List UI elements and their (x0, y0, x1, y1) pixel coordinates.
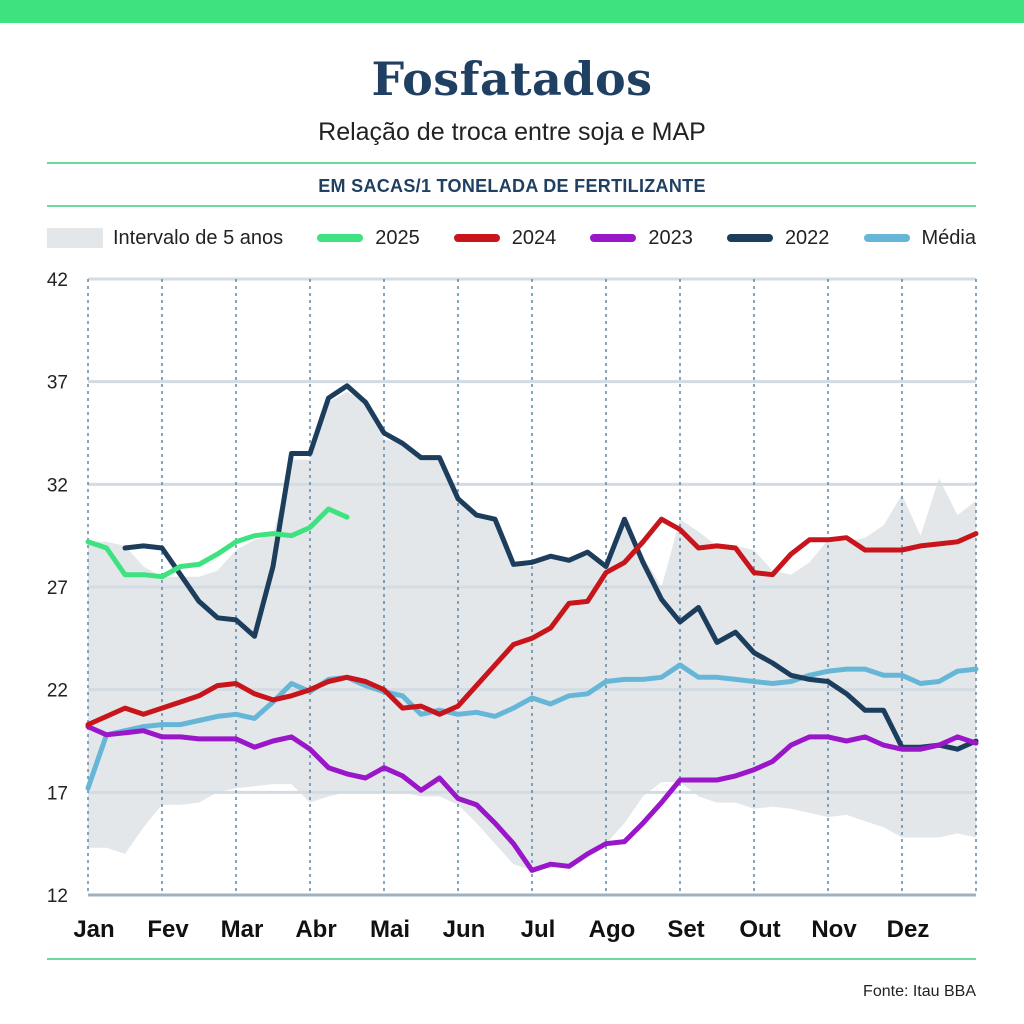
legend-swatch-2023 (590, 234, 637, 242)
x-tick-label-fev: Fev (147, 916, 189, 943)
x-tick-label-mai: Mai (370, 916, 410, 943)
y-tick-label-27: 27 (47, 578, 68, 599)
legend-item-2023: 2023 (590, 227, 693, 250)
x-tick-label-ago: Ago (589, 916, 636, 943)
x-tick-label-out: Out (739, 916, 780, 943)
legend-label-2022: 2022 (784, 226, 830, 249)
y-tick-label-17: 17 (47, 783, 68, 804)
series-line-2023 (85, 724, 979, 873)
x-tick-label-jun: Jun (443, 916, 486, 943)
x-tick-label-mar: Mar (221, 916, 264, 943)
legend-item-2024: 2024 (453, 226, 557, 250)
unit-label: EM SACAS/1 TONELADA DE FERTILIZANTE (318, 176, 706, 196)
legend-label-media: Média (921, 226, 976, 249)
legend-band-swatch (47, 228, 103, 248)
page-subtitle: Relação de troca entre soja e MAP (318, 118, 706, 146)
series-line-2024 (85, 516, 979, 728)
x-tick-label-abr: Abr (295, 916, 336, 943)
legend-label-2025: 2025 (375, 226, 420, 249)
page-title: Fosfatados (371, 52, 653, 106)
x-tick-label-set: Set (667, 916, 704, 943)
top-accent-bar (0, 0, 1024, 23)
legend-swatch-2025 (317, 234, 364, 242)
y-tick-label-32: 32 (47, 475, 68, 496)
legend-item-band: Intervalo de 5 anos (47, 227, 283, 250)
y-tick-label-42: 42 (47, 270, 68, 291)
y-tick-label-37: 37 (47, 373, 68, 394)
source-note: Fonte: Itau BBA (863, 983, 976, 1000)
x-tick-label-jul: Jul (521, 916, 556, 943)
legend-label-2023: 2023 (648, 226, 693, 249)
y-tick-label-22: 22 (47, 681, 68, 702)
unit-divider (47, 205, 976, 207)
line-chart: 12 17 22 27 32 37 42 Jan Fev Mar Abr Mai Jun Jul Ago Se… (47, 270, 979, 943)
top-divider (47, 162, 976, 164)
x-tick-label-nov: Nov (811, 916, 857, 943)
legend-label-2024: 2024 (511, 226, 557, 249)
legend: Intervalo de 5 anos 2025 2024 2023 2022 … (47, 224, 976, 252)
series-line-2025 (85, 506, 350, 580)
legend-swatch-2024 (453, 234, 500, 242)
legend-band-label: Intervalo de 5 anos (113, 226, 284, 249)
legend-swatch-2022 (726, 234, 773, 242)
y-tick-label-12: 12 (47, 886, 68, 907)
legend-item-2025: 2025 (317, 227, 420, 250)
series-line-2022 (122, 383, 979, 752)
legend-item-2022: 2022 (726, 226, 830, 250)
legend-item-media: Média (863, 226, 976, 250)
x-tick-label-dez: Dez (887, 916, 930, 943)
x-tick-label-jan: Jan (73, 916, 114, 943)
series-line-media (85, 662, 979, 791)
bottom-divider (47, 958, 976, 960)
legend-swatch-media (863, 234, 910, 242)
